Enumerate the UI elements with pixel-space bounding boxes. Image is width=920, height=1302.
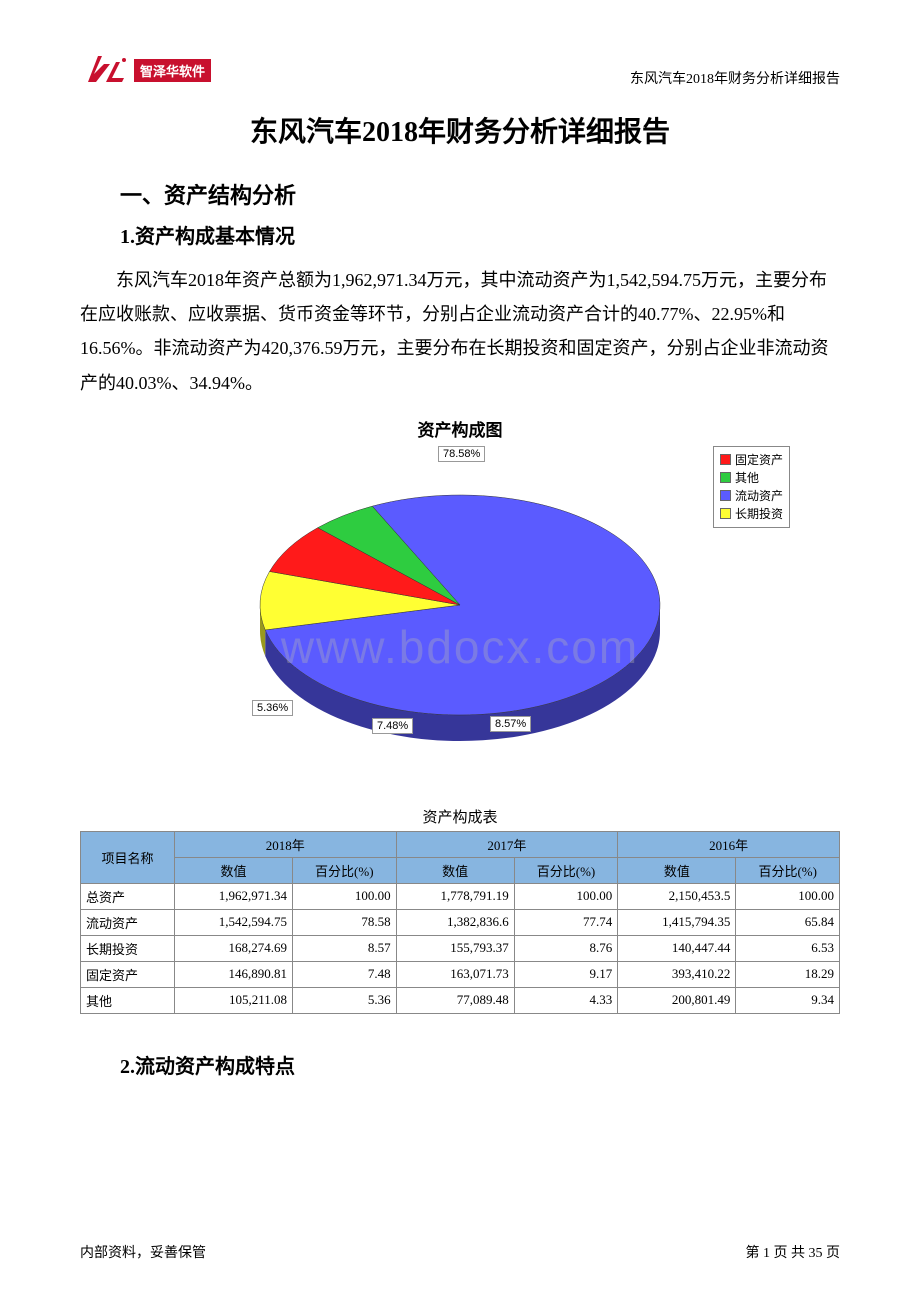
table-cell: 78.58 bbox=[293, 909, 397, 935]
table-row: 长期投资168,274.698.57155,793.378.76140,447.… bbox=[81, 935, 840, 961]
th-sub: 百分比(%) bbox=[293, 857, 397, 883]
table-row: 其他105,211.085.3677,089.484.33200,801.499… bbox=[81, 987, 840, 1013]
subsection-2-heading: 2.流动资产构成特点 bbox=[120, 1050, 840, 1079]
slice-label-other: 5.36% bbox=[252, 700, 293, 716]
legend-item: 固定资产 bbox=[720, 451, 783, 469]
table-cell: 6.53 bbox=[736, 935, 840, 961]
table-cell: 18.29 bbox=[736, 961, 840, 987]
th-year: 2018年 bbox=[174, 831, 396, 857]
legend-item: 长期投资 bbox=[720, 505, 783, 523]
table-cell: 168,274.69 bbox=[174, 935, 292, 961]
asset-pie-chart: 资产构成图 78.58% 8.57% 7.48% 5.36% 固定资产 其他 流… bbox=[160, 416, 760, 776]
table-cell: 5.36 bbox=[293, 987, 397, 1013]
table-cell: 1,542,594.75 bbox=[174, 909, 292, 935]
table-cell: 393,410.22 bbox=[618, 961, 736, 987]
table-cell: 105,211.08 bbox=[174, 987, 292, 1013]
table-row: 固定资产146,890.817.48163,071.739.17393,410.… bbox=[81, 961, 840, 987]
table-cell: 77.74 bbox=[514, 909, 618, 935]
table-row: 总资产1,962,971.34100.001,778,791.19100.002… bbox=[81, 883, 840, 909]
legend-label: 流动资产 bbox=[735, 487, 783, 505]
subsection-1-heading: 1.资产构成基本情况 bbox=[120, 220, 840, 249]
th-year: 2016年 bbox=[618, 831, 840, 857]
table-cell: 7.48 bbox=[293, 961, 397, 987]
table-cell: 155,793.37 bbox=[396, 935, 514, 961]
table-cell: 1,415,794.35 bbox=[618, 909, 736, 935]
table-cell: 2,150,453.5 bbox=[618, 883, 736, 909]
th-sub: 数值 bbox=[174, 857, 292, 883]
page-footer: 内部资料，妥善保管 第 1 页 共 35 页 bbox=[80, 1242, 840, 1262]
row-label: 流动资产 bbox=[81, 909, 175, 935]
th-sub: 百分比(%) bbox=[514, 857, 618, 883]
slice-label-fixed: 7.48% bbox=[372, 718, 413, 734]
table-cell: 1,382,836.6 bbox=[396, 909, 514, 935]
row-label: 固定资产 bbox=[81, 961, 175, 987]
table-cell: 65.84 bbox=[736, 909, 840, 935]
section-1-heading: 一、资产结构分析 bbox=[120, 178, 840, 210]
table-cell: 4.33 bbox=[514, 987, 618, 1013]
legend-label: 长期投资 bbox=[735, 505, 783, 523]
th-sub: 数值 bbox=[396, 857, 514, 883]
row-label: 总资产 bbox=[81, 883, 175, 909]
th-rowheader: 项目名称 bbox=[81, 831, 175, 883]
legend-label: 固定资产 bbox=[735, 451, 783, 469]
legend-item: 其他 bbox=[720, 469, 783, 487]
chart-title: 资产构成图 bbox=[160, 416, 760, 441]
header-right-text: 东风汽车2018年财务分析详细报告 bbox=[630, 68, 840, 88]
asset-table: 项目名称 2018年 2017年 2016年 数值 百分比(%) 数值 百分比(… bbox=[80, 831, 840, 1014]
legend-swatch bbox=[720, 508, 731, 519]
page-header: 智泽华软件 东风汽车2018年财务分析详细报告 bbox=[80, 50, 840, 90]
legend-swatch bbox=[720, 490, 731, 501]
table-cell: 77,089.48 bbox=[396, 987, 514, 1013]
legend-swatch bbox=[720, 472, 731, 483]
th-sub: 百分比(%) bbox=[736, 857, 840, 883]
row-label: 长期投资 bbox=[81, 935, 175, 961]
table-cell: 100.00 bbox=[736, 883, 840, 909]
table-cell: 140,447.44 bbox=[618, 935, 736, 961]
logo: 智泽华软件 bbox=[80, 50, 211, 90]
table-cell: 1,778,791.19 bbox=[396, 883, 514, 909]
row-label: 其他 bbox=[81, 987, 175, 1013]
table-cell: 8.57 bbox=[293, 935, 397, 961]
chart-legend: 固定资产 其他 流动资产 长期投资 bbox=[713, 446, 790, 528]
body-paragraph-1: 东风汽车2018年资产总额为1,962,971.34万元，其中流动资产为1,54… bbox=[80, 263, 840, 400]
legend-swatch bbox=[720, 454, 731, 465]
table-cell: 100.00 bbox=[293, 883, 397, 909]
pie-chart-svg bbox=[220, 445, 700, 765]
table-cell: 8.76 bbox=[514, 935, 618, 961]
table-cell: 146,890.81 bbox=[174, 961, 292, 987]
slice-label-current: 78.58% bbox=[438, 446, 485, 462]
table-cell: 100.00 bbox=[514, 883, 618, 909]
logo-icon bbox=[80, 50, 130, 90]
slice-label-longterm: 8.57% bbox=[490, 716, 531, 732]
footer-right: 第 1 页 共 35 页 bbox=[746, 1242, 841, 1262]
table-cell: 200,801.49 bbox=[618, 987, 736, 1013]
table-caption: 资产构成表 bbox=[80, 806, 840, 827]
legend-label: 其他 bbox=[735, 469, 759, 487]
th-year: 2017年 bbox=[396, 831, 618, 857]
table-row: 流动资产1,542,594.7578.581,382,836.677.741,4… bbox=[81, 909, 840, 935]
footer-left: 内部资料，妥善保管 bbox=[80, 1242, 206, 1262]
table-cell: 1,962,971.34 bbox=[174, 883, 292, 909]
table-cell: 9.34 bbox=[736, 987, 840, 1013]
logo-label: 智泽华软件 bbox=[134, 59, 211, 82]
legend-item: 流动资产 bbox=[720, 487, 783, 505]
table-cell: 163,071.73 bbox=[396, 961, 514, 987]
document-title: 东风汽车2018年财务分析详细报告 bbox=[80, 110, 840, 150]
th-sub: 数值 bbox=[618, 857, 736, 883]
table-cell: 9.17 bbox=[514, 961, 618, 987]
